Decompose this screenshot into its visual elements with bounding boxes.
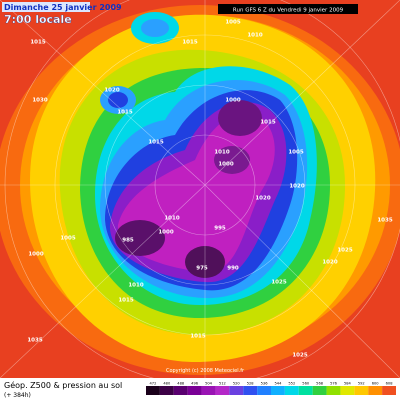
pressure-label: 1010: [128, 283, 143, 289]
scale-swatch: [215, 386, 230, 395]
pressure-label: 1025: [292, 353, 307, 359]
scale-swatch: [340, 386, 355, 395]
pressure-label: 1035: [27, 338, 42, 344]
scale-swatch: [243, 386, 258, 395]
forecast-date: Dimanche 25 janvier 2009: [4, 3, 122, 12]
pressure-label: 1025: [271, 280, 286, 286]
footer-lead: (+ 384h): [4, 392, 31, 399]
pressure-label: 1010: [247, 33, 262, 39]
pressure-labels: 1015 1005 1015 1010 1020 1015 1015 1000 1015 1010…: [27, 20, 392, 359]
map-field: [0, 0, 400, 378]
scale-swatch: [257, 386, 271, 395]
scale-swatch: [146, 386, 160, 395]
scale-swatch: [354, 386, 369, 395]
scale-swatch: [271, 386, 285, 395]
pressure-label: 1000: [158, 230, 173, 236]
color-scale: 472 480 488 496 504 512 520 528 536 544 552 560 568 5…: [146, 382, 396, 395]
pressure-label: 975: [196, 266, 208, 272]
pressure-label: 1030: [32, 98, 47, 104]
scale-swatch: [173, 386, 188, 395]
scale-label: 488: [177, 382, 185, 386]
scale-swatch: [187, 386, 202, 395]
scale-label: 592: [358, 382, 365, 386]
scale-swatch: [229, 386, 244, 395]
pressure-label: 1005: [60, 236, 75, 242]
copyright: Copyright (c) 2008 Meteociel.fr: [166, 368, 245, 374]
scale-label: 560: [302, 382, 310, 386]
scale-label: 576: [330, 382, 338, 386]
pressure-label: 990: [227, 266, 239, 272]
scale-swatch: [159, 386, 174, 395]
pressure-label: 1010: [214, 150, 229, 156]
scale-swatch: [326, 386, 341, 395]
pressure-label: 1000: [225, 98, 240, 104]
scale-label: 480: [163, 382, 171, 386]
pressure-label: 1020: [255, 196, 270, 202]
pressure-label: 1015: [117, 110, 132, 116]
scale-label: 584: [344, 382, 352, 386]
scale-label: 608: [386, 382, 394, 386]
scale-label: 504: [205, 382, 213, 386]
run-box: [218, 4, 358, 14]
scale-label: 600: [372, 382, 380, 386]
scale-swatch: [368, 386, 383, 395]
forecast-time: 7:00 locale: [4, 13, 72, 26]
pressure-label: 1015: [260, 120, 275, 126]
scale-swatch: [298, 386, 313, 395]
scale-label: 552: [288, 382, 295, 386]
pressure-label: 1025: [337, 248, 352, 254]
scale-swatch: [201, 386, 216, 395]
scale-label: 536: [261, 382, 269, 386]
pressure-label: 985: [122, 238, 134, 244]
pressure-label: 1010: [164, 216, 179, 222]
pressure-label: 995: [214, 226, 226, 232]
pressure-label: 1005: [225, 20, 240, 26]
pressure-label: 1035: [377, 218, 392, 224]
scale-swatch: [284, 386, 299, 395]
scale-label: 544: [275, 382, 283, 386]
pressure-label: 1000: [28, 252, 43, 258]
scale-swatch: [312, 386, 327, 395]
scale-label: 520: [233, 382, 241, 386]
pressure-label: 1020: [104, 88, 119, 94]
scale-swatch: [382, 386, 396, 395]
pressure-label: 1015: [182, 40, 197, 46]
scale-label: 496: [191, 382, 199, 386]
pressure-label: 1020: [322, 260, 337, 266]
run-info: Run GFS 6 Z du Vendredi 9 janvier 2009: [233, 8, 344, 14]
scale-label: 568: [316, 382, 324, 386]
pressure-label: 1020: [289, 184, 304, 190]
scale-label: 472: [150, 382, 157, 386]
pressure-label: 1000: [218, 162, 233, 168]
pressure-label: 1015: [148, 140, 163, 146]
scale-label: 512: [219, 382, 226, 386]
scale-label: 528: [247, 382, 255, 386]
footer-title: Géop. Z500 & pression au sol: [4, 380, 122, 390]
pressure-label: 1015: [30, 40, 45, 46]
date-box: [2, 2, 90, 12]
pressure-label: 1015: [190, 334, 205, 340]
pressure-label: 1005: [288, 150, 303, 156]
pressure-label: 1015: [118, 298, 133, 304]
